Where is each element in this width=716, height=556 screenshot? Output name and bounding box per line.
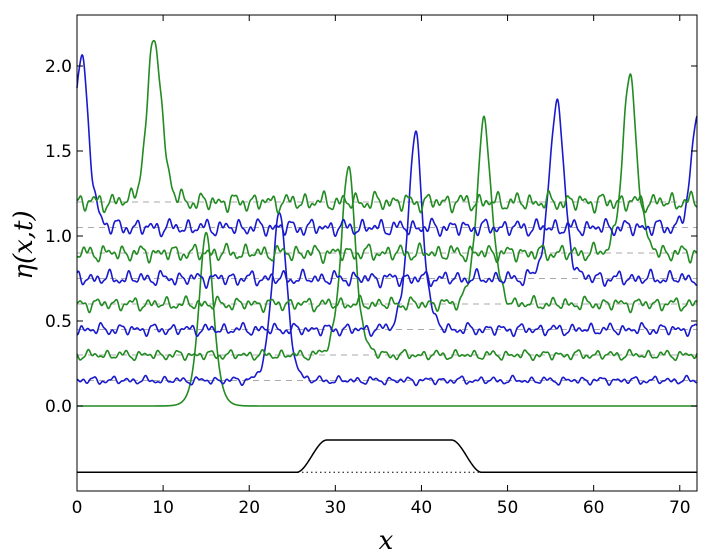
y-tick-label: 2.0 xyxy=(45,57,72,77)
series-line xyxy=(76,98,698,289)
x-tick-label: 20 xyxy=(238,498,260,518)
series-line xyxy=(76,54,698,238)
x-tick-label: 40 xyxy=(411,498,433,518)
x-tick-label: 50 xyxy=(497,498,519,518)
series-line xyxy=(76,212,698,387)
series-line xyxy=(76,39,698,214)
x-tick-label: 60 xyxy=(583,498,605,518)
series-line xyxy=(76,231,698,407)
series-line xyxy=(76,115,698,314)
y-tick-label: 1.0 xyxy=(45,227,72,247)
x-axis-label: x xyxy=(379,526,394,556)
x-tick-label: 30 xyxy=(325,498,347,518)
series-line xyxy=(76,165,698,362)
series-line xyxy=(76,73,698,265)
ticks: 0 10 20 30 40 50 60 70 0.0 0.5 1.0 1.5 2.0 xyxy=(45,15,697,518)
x-tick-label: 70 xyxy=(669,498,691,518)
y-tick-label: 0.5 xyxy=(45,312,72,332)
y-axis-label: η(x,t) xyxy=(9,210,39,279)
x-tick-label: 0 xyxy=(72,498,83,518)
series-lines xyxy=(76,39,698,407)
bathymetry-profile xyxy=(77,439,697,474)
y-tick-label: 0.0 xyxy=(45,397,72,417)
series-line xyxy=(76,130,698,338)
y-tick-label: 1.5 xyxy=(45,142,72,162)
plot-frame xyxy=(76,14,698,492)
bathymetry xyxy=(77,439,697,474)
x-tick-label: 10 xyxy=(152,498,174,518)
